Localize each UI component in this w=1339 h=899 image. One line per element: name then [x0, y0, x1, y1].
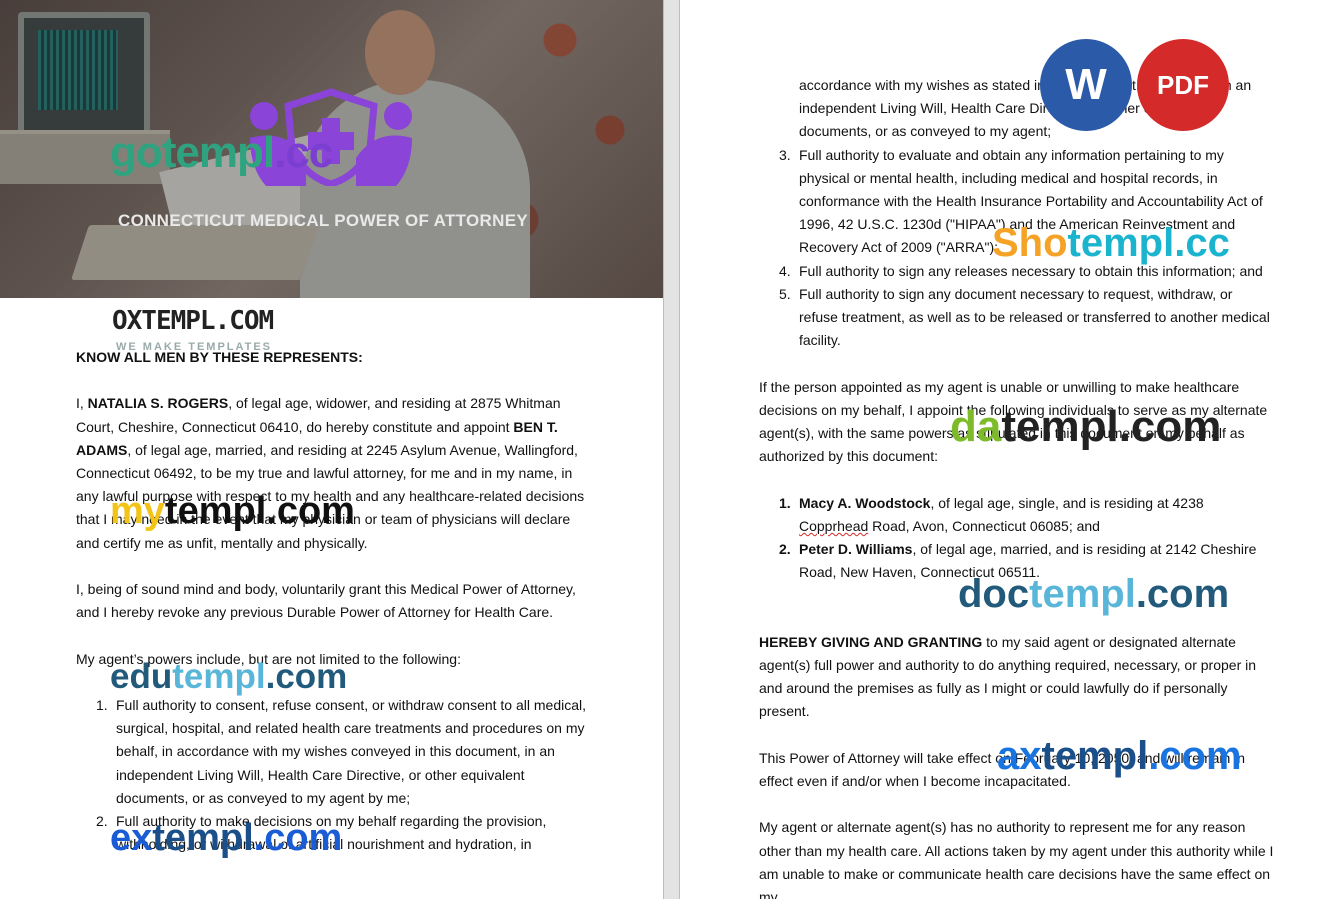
datempl-watermark: datempl.com — [950, 402, 1222, 451]
list-item: 1. Macy A. Woodstock, of legal age, singl… — [779, 494, 1204, 534]
paragraph-grant: I, being of sound mind and body, volunta… — [76, 581, 576, 621]
list-item: 4. Full authority to sign any releases ne… — [779, 262, 1263, 279]
edutempl-watermark: edutempl.com — [110, 657, 348, 696]
shield-cross-logo-icon — [250, 88, 412, 186]
left-page-body: KNOW ALL MEN BY THESE REPRESENTS: I, NAT… — [76, 346, 586, 856]
list-item: 2. Full authority to make decisions on my… — [96, 813, 547, 853]
shotempl-watermark: Shotempl.cc — [992, 221, 1230, 265]
powers-list: 1. Full authority to consent, refuse cons… — [76, 694, 586, 856]
computer-monitor-image — [18, 12, 150, 139]
pdf-download-badge[interactable]: PDF — [1137, 39, 1229, 131]
oxtempl-watermark: OXTEMPL.COM — [112, 306, 274, 336]
powers-list-continued: 3. Full authority to evaluate and obtain … — [759, 144, 1274, 353]
document-page-left: gotempl.cc CONNECTICUT MEDICAL POWER OF … — [0, 0, 663, 899]
list-item: 2. Peter D. Williams, of legal age, marri… — [779, 541, 1257, 581]
extempl-watermark: extempl.com — [110, 817, 343, 859]
list-item: 1. Full authority to consent, refuse cons… — [96, 696, 587, 806]
doctor-image — [300, 80, 530, 298]
principal-name: NATALIA S. ROGERS — [87, 395, 229, 412]
list-item: 5. Full authority to sign any document ne… — [779, 285, 1270, 349]
paragraph-alternate-agents: If the person appointed as my agent is u… — [759, 378, 1268, 465]
paragraph-powers-intro: My agent’s powers include, but are not l… — [76, 650, 461, 667]
paragraph-appointment: I, NATALIA S. ROGERS, of legal age, wido… — [76, 395, 585, 551]
list-item: 3. Full authority to evaluate and obtain … — [779, 146, 1263, 256]
header-photo — [0, 0, 663, 298]
opening-heading: KNOW ALL MEN BY THESE REPRESENTS: — [76, 349, 363, 365]
word-download-badge[interactable]: W — [1040, 39, 1132, 131]
mytempl-watermark: mytempl.com — [110, 490, 355, 532]
doctor-head-image — [365, 10, 435, 95]
right-page-body: accordance with my wishes as stated in t… — [759, 74, 1274, 899]
oxtempl-watermark-tagline: WE MAKE TEMPLATES — [116, 341, 273, 353]
axtempl-watermark: axtempl.com — [997, 734, 1242, 778]
gotempl-watermark: gotempl.cc — [110, 128, 333, 177]
page-gutter — [663, 0, 680, 899]
paragraph-effective-date: This Power of Attorney will take effect … — [759, 749, 1246, 790]
paragraph-agent-authority: My agent or alternate agent(s) has no au… — [759, 819, 1274, 899]
document-page-right: accordance with my wishes as stated in t… — [680, 0, 1339, 899]
agent-name: BEN T. ADAMS — [76, 418, 558, 458]
doctempl-watermark: doctempl.com — [958, 572, 1230, 616]
alternate-agents-list: 1. Macy A. Woodstock, of legal age, singl… — [759, 492, 1274, 585]
document-title: CONNECTICUT MEDICAL POWER OF ATTORNEY — [118, 211, 528, 230]
computer-unit-image — [0, 130, 170, 184]
paragraph-giving-granting: HEREBY GIVING AND GRANTING to my said ag… — [759, 633, 1257, 720]
